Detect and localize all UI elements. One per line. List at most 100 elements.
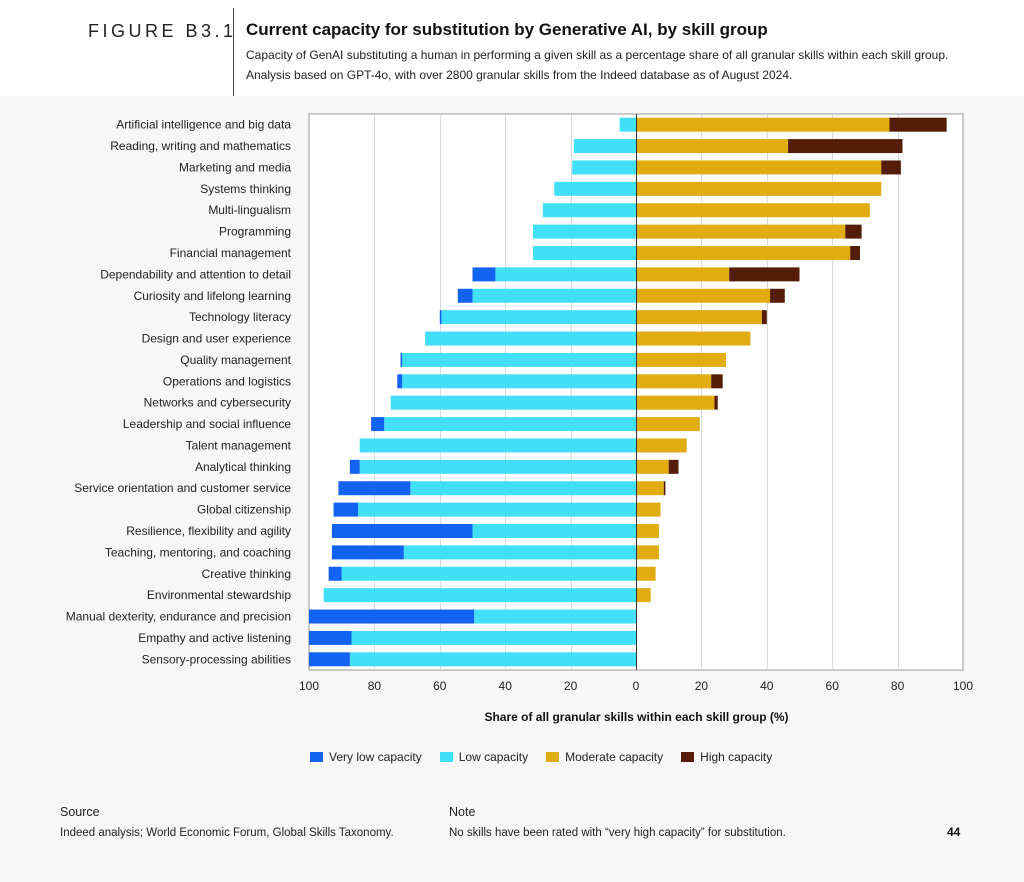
bar-moderate [636, 160, 882, 175]
legend-swatch-very-low [310, 752, 323, 762]
bar-moderate [636, 459, 669, 474]
source-heading: Source [60, 805, 100, 819]
bar-high [761, 310, 767, 325]
bar-moderate [636, 502, 661, 517]
category-label: Financial management [170, 246, 292, 260]
bar-high [663, 481, 666, 496]
category-label: Marketing and media [179, 160, 291, 174]
category-label: Systems thinking [200, 182, 291, 196]
bar-very-low [457, 288, 473, 303]
bar-low [441, 310, 636, 325]
subtitle-line-1: Capacity of GenAI substituting a human i… [246, 48, 949, 62]
bar-high [714, 395, 718, 410]
header-band [0, 0, 1024, 96]
bar-low [390, 395, 636, 410]
bar-moderate [636, 267, 730, 282]
bar-very-low [371, 417, 385, 432]
figure-divider [233, 8, 234, 96]
bar-very-low [309, 609, 475, 624]
x-tick-label: 40 [760, 679, 774, 693]
x-tick-label: 80 [891, 679, 905, 693]
figure-label: FIGURE B3.1 [88, 21, 237, 41]
bar-very-low [338, 481, 411, 496]
category-label: Technology literacy [189, 310, 291, 324]
category-label: Quality management [180, 353, 291, 367]
bar-low [472, 524, 636, 538]
category-label: Curiosity and lifelong learning [134, 289, 291, 303]
page-number: 44 [947, 825, 961, 839]
legend: Very low capacity Low capacity Moderate … [310, 749, 790, 765]
bar-moderate [636, 224, 846, 239]
legend-swatch-moderate [546, 752, 560, 762]
bar-moderate [636, 181, 882, 196]
legend-label-low: Low capacity [458, 750, 529, 764]
bar-low [573, 139, 636, 154]
legend-item-low: Low capacity [439, 750, 529, 764]
bar-low [410, 481, 636, 496]
category-label: Sensory-processing abilities [142, 652, 291, 666]
bar-low [472, 288, 636, 303]
bar-moderate [636, 374, 712, 389]
bar-moderate [636, 331, 751, 346]
x-tick-label: 40 [499, 679, 513, 693]
bar-low [554, 181, 636, 196]
bar-low [359, 438, 636, 453]
x-axis-label: Share of all granular skills within each… [484, 710, 789, 724]
bar-low [349, 652, 636, 667]
bar-very-low [328, 566, 342, 581]
subtitle-line-2: Analysis based on GPT-4o, with over 2800… [246, 68, 793, 82]
note-heading: Note [449, 805, 476, 819]
category-label: Multi-lingualism [208, 203, 291, 217]
bar-low [358, 502, 636, 517]
bar-very-low [349, 459, 360, 474]
bar-low [532, 224, 636, 239]
bar-very-low [309, 630, 352, 645]
category-label: Creative thinking [202, 567, 291, 581]
bar-very-low [439, 310, 442, 325]
bar-moderate [636, 417, 700, 432]
bar-low [532, 246, 636, 260]
bar-high [881, 160, 901, 175]
legend-item-very-low: Very low capacity [310, 750, 422, 764]
bar-moderate [636, 203, 870, 218]
bar-moderate [636, 395, 715, 410]
bar-high [845, 224, 862, 239]
bar-high [770, 288, 785, 303]
bar-low [351, 630, 636, 645]
category-label: Reading, writing and mathematics [110, 139, 291, 153]
category-label: Programming [219, 225, 291, 239]
legend-swatch-low [439, 752, 453, 762]
legend-label-moderate: Moderate capacity [565, 750, 664, 764]
bar-moderate [636, 117, 890, 132]
bar-very-low [309, 652, 350, 667]
bar-moderate [636, 438, 687, 453]
bar-low [402, 374, 636, 389]
source-text: Indeed analysis; World Economic Forum, G… [60, 827, 394, 839]
bar-moderate [636, 139, 789, 154]
bar-low [495, 267, 636, 282]
bar-moderate [636, 310, 762, 325]
bar-very-low [331, 545, 404, 560]
bar-moderate [636, 246, 851, 260]
bar-low [403, 545, 636, 560]
chart-subtitle: Capacity of GenAI substituting a human i… [246, 45, 986, 85]
bar-high [788, 139, 903, 154]
note-text: No skills have been rated with “very hig… [449, 827, 786, 839]
x-tick-label: 0 [633, 679, 640, 693]
bar-very-low [331, 524, 473, 538]
category-label: Artificial intelligence and big data [116, 118, 291, 132]
bar-low [425, 331, 636, 346]
bar-low [542, 203, 636, 218]
bar-very-low [472, 267, 496, 282]
bar-low [384, 417, 636, 432]
x-tick-label: 100 [299, 679, 319, 693]
bar-low [323, 588, 636, 603]
legend-item-moderate: Moderate capacity [546, 750, 663, 764]
x-tick-label: 20 [695, 679, 709, 693]
bar-low [359, 459, 636, 474]
legend-swatch-high [681, 752, 695, 762]
bar-low [474, 609, 636, 624]
bar-moderate [636, 588, 651, 603]
chart-title: Current capacity for substitution by Gen… [246, 20, 768, 39]
